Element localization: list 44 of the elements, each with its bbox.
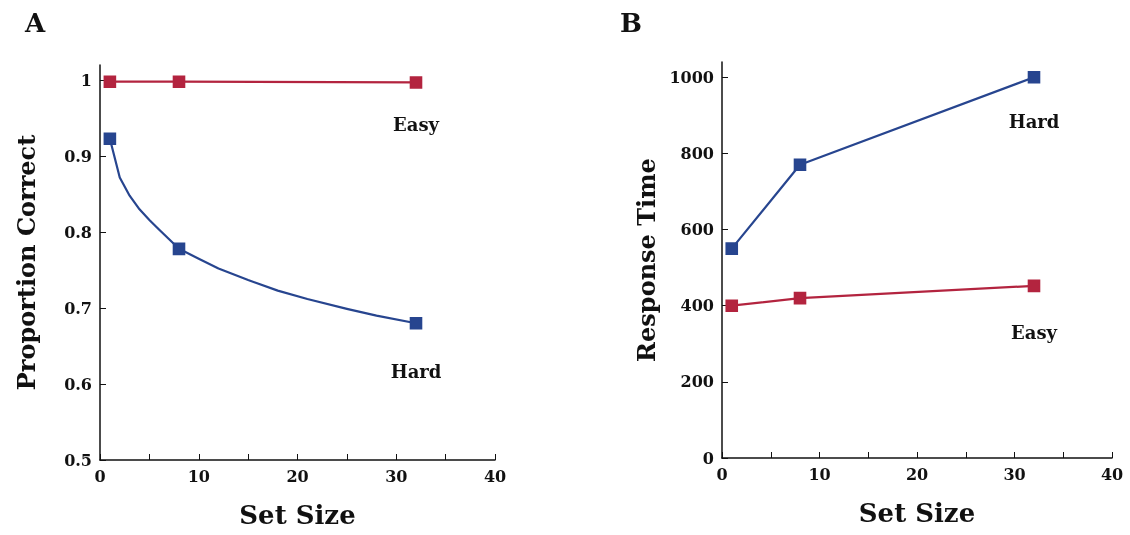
x-tick-label: 40 [483, 466, 507, 486]
series-label: Easy [393, 114, 440, 136]
y-tick-label: 0.9 [64, 146, 92, 166]
y-tick-label: 600 [680, 220, 714, 240]
y-tick-label: 800 [680, 143, 714, 163]
point [793, 158, 807, 172]
point [172, 242, 186, 256]
x-tick-label: 40 [1100, 464, 1124, 484]
point [725, 299, 739, 312]
y-tick-label: 0.5 [64, 450, 92, 470]
series-label: Hard [1008, 111, 1060, 133]
x-tick-label: 0 [94, 466, 106, 486]
x-tick-label: 0 [716, 464, 728, 484]
y-tick-label: 0 [702, 448, 714, 468]
y-tick-label: 200 [680, 372, 714, 392]
chart-title: B [620, 8, 642, 38]
point [103, 132, 117, 145]
y-tick-label: 400 [680, 296, 714, 316]
y-tick-label: 0.7 [64, 298, 92, 318]
point [172, 75, 186, 89]
chart-title: A [24, 8, 46, 38]
y-tick-label: 0.8 [64, 222, 92, 242]
point [103, 75, 117, 89]
point [409, 316, 423, 330]
point [409, 76, 423, 89]
y-axis-title: Proportion Correct [11, 134, 41, 391]
point [1027, 70, 1041, 84]
x-tick-label: 10 [808, 464, 831, 484]
x-tick-label: 20 [905, 464, 929, 484]
y-tick-label: 1 [80, 70, 92, 90]
x-axis-title: Set Size [858, 498, 976, 528]
x-axis-title: Set Size [239, 500, 356, 530]
y-tick-label: 0.6 [64, 374, 92, 394]
text: Hard [390, 361, 442, 383]
x-tick-label: 20 [286, 466, 309, 486]
y-axis-title: Response Time [632, 158, 662, 362]
x-tick-label: 30 [1003, 464, 1026, 484]
y-tick-label: 1000 [669, 67, 714, 87]
point [725, 242, 739, 255]
x-tick-label: 10 [187, 466, 210, 486]
point [793, 291, 807, 305]
series-label: Easy [1011, 321, 1058, 343]
point [1027, 279, 1041, 293]
x-tick-label: 30 [385, 466, 408, 486]
